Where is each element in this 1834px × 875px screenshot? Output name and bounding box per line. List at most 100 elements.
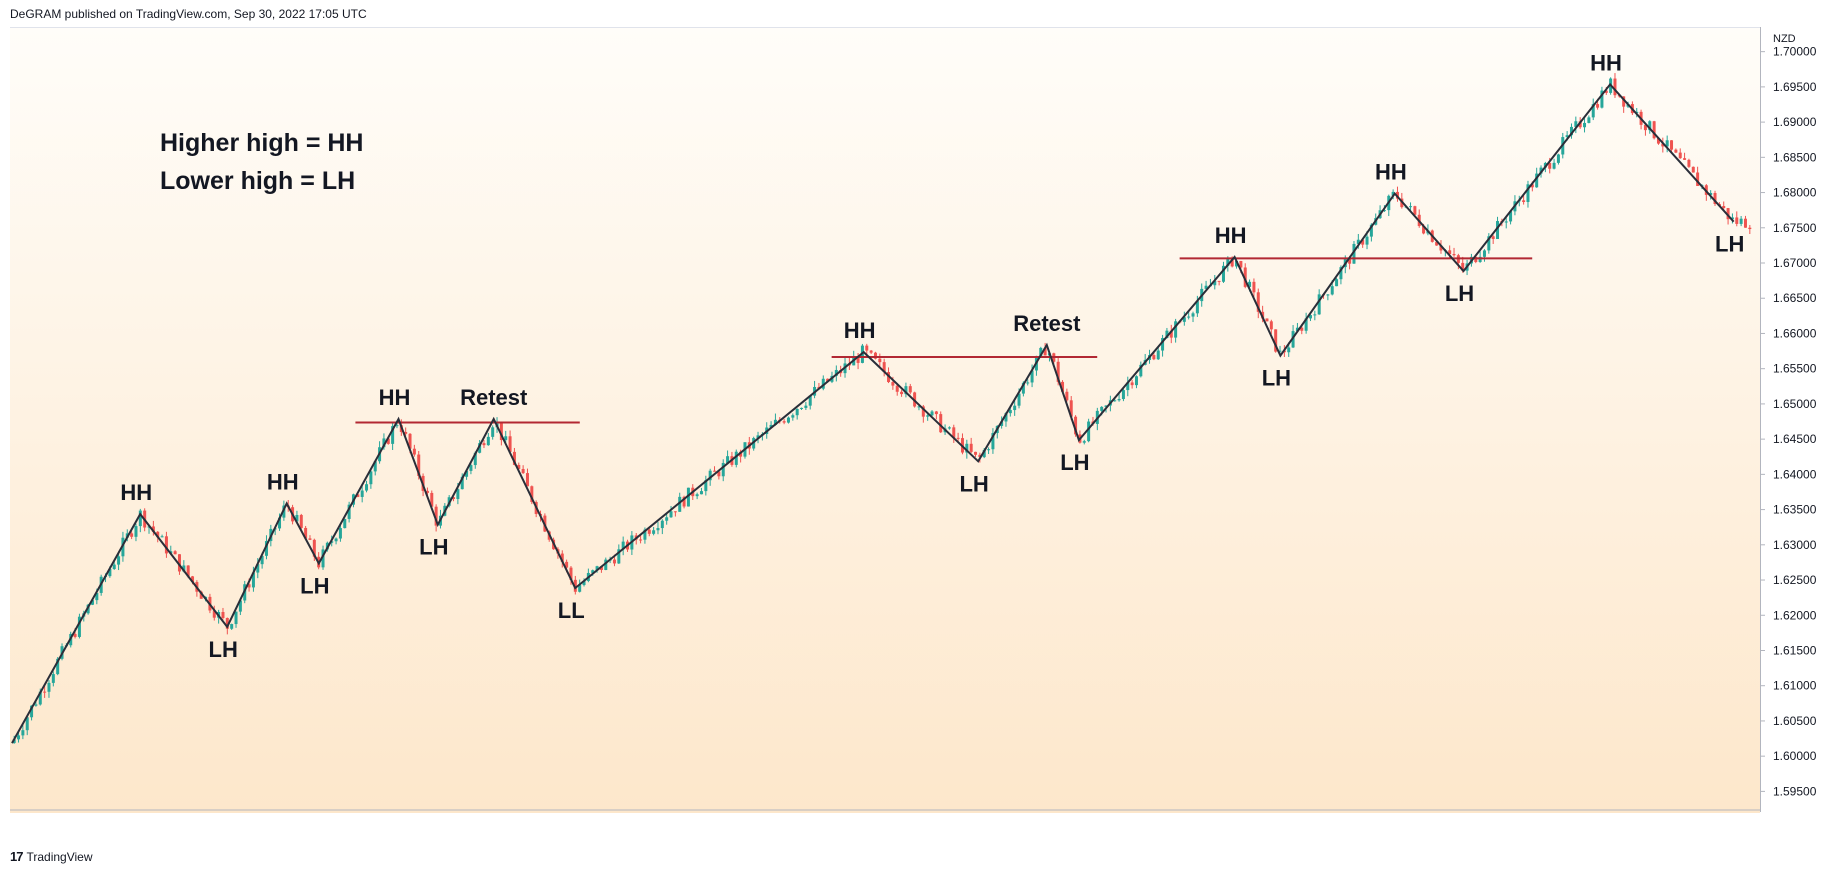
candle xyxy=(221,607,225,620)
candle xyxy=(164,531,168,558)
candle xyxy=(1087,418,1091,443)
candle xyxy=(878,353,882,368)
candle xyxy=(312,538,316,561)
candle xyxy=(77,613,81,639)
candle-body xyxy=(1104,405,1108,407)
candle-body xyxy=(347,504,351,519)
swing-label-lh: LH xyxy=(959,471,988,496)
swing-label-lh: LH xyxy=(209,637,238,662)
candle-body xyxy=(386,438,390,444)
price-tick-label: 1.68000 xyxy=(1773,186,1817,200)
candle xyxy=(1613,73,1617,98)
candle xyxy=(1522,195,1526,205)
candle-body xyxy=(952,427,956,438)
candle xyxy=(1600,86,1604,109)
price-tick-label: 1.67000 xyxy=(1773,256,1817,270)
candle-body xyxy=(1569,126,1573,136)
chart-area[interactable]: HH LH HH LH HH LH Retest LL HH LH Retest LH HH LH HH LH… xyxy=(10,27,1760,831)
candle xyxy=(343,518,347,529)
candle-body xyxy=(478,443,482,453)
candle-body xyxy=(565,561,569,568)
candle-body xyxy=(1674,149,1678,153)
candle xyxy=(900,389,904,397)
candle-body xyxy=(739,451,743,457)
candle-body xyxy=(926,415,930,417)
candle-body xyxy=(1217,280,1221,282)
candle-body xyxy=(904,386,908,395)
candle-body xyxy=(469,465,473,471)
candle-body xyxy=(1248,281,1252,287)
candle-body xyxy=(225,617,229,629)
candle-body xyxy=(982,449,986,458)
candle xyxy=(1409,202,1413,212)
candle-body xyxy=(1213,280,1217,286)
candle xyxy=(786,416,790,424)
candle-body xyxy=(151,526,155,532)
candle xyxy=(669,505,673,518)
candle xyxy=(1661,137,1665,153)
candle-body xyxy=(1113,400,1117,402)
candle-body xyxy=(1678,152,1682,159)
candle-body xyxy=(617,549,621,564)
candle-body xyxy=(90,600,94,605)
candle-body xyxy=(108,569,112,577)
candle-body xyxy=(1100,406,1104,411)
candle-body xyxy=(734,451,738,465)
candle xyxy=(412,444,416,457)
candle-body xyxy=(1352,243,1356,264)
candle xyxy=(482,440,486,449)
candle-body xyxy=(230,624,234,629)
candle-body xyxy=(1365,236,1369,245)
candle-body xyxy=(1683,158,1687,160)
candle xyxy=(1269,319,1273,335)
price-axis-panel[interactable]: NZD 1.59500 1.60000 1.60500 1.61000 1.61500 1.… xyxy=(1760,27,1834,812)
candle-body xyxy=(1117,399,1121,401)
candle-body xyxy=(343,518,347,529)
price-tick-label: 1.59500 xyxy=(1773,784,1817,798)
candle-body xyxy=(221,612,225,618)
candle xyxy=(486,432,490,446)
candle xyxy=(987,447,991,454)
candle xyxy=(804,401,808,411)
candle xyxy=(1591,98,1595,121)
candle xyxy=(882,358,886,377)
candle-body xyxy=(1482,250,1486,257)
swing-label-hh: HH xyxy=(1375,160,1407,185)
candle xyxy=(160,534,164,538)
candle-body xyxy=(1478,256,1482,263)
candle-body xyxy=(530,486,534,503)
candle-body xyxy=(517,464,521,469)
candle xyxy=(1026,379,1030,386)
zigzag-line[interactable] xyxy=(11,82,1735,744)
candle-body xyxy=(278,517,282,529)
candle-body xyxy=(665,517,669,521)
candle-body xyxy=(1730,217,1734,220)
candle-body xyxy=(895,385,899,392)
candle-body xyxy=(1461,262,1465,271)
swing-label-lh: LH xyxy=(300,573,329,598)
candle-body xyxy=(251,572,255,588)
price-tick-label: 1.62000 xyxy=(1773,608,1817,622)
price-chart[interactable]: HH LH HH LH HH LH Retest LL HH LH Retest LH HH LH HH LH… xyxy=(10,28,1760,831)
price-tick-label: 1.64000 xyxy=(1773,467,1817,481)
candle xyxy=(1191,311,1195,323)
candle xyxy=(1674,148,1678,154)
candle-body xyxy=(873,352,877,359)
candle-body xyxy=(1130,382,1134,386)
candle xyxy=(1082,439,1086,445)
candle xyxy=(1187,311,1191,320)
candle xyxy=(969,437,973,454)
candle-body xyxy=(1722,206,1726,209)
candle-body xyxy=(604,559,608,570)
candle-body xyxy=(991,433,995,450)
candle-body xyxy=(117,556,121,565)
footer-brand: TradingView xyxy=(26,849,93,864)
candle xyxy=(934,410,938,420)
swing-label-retest: Retest xyxy=(460,385,528,410)
candle xyxy=(695,492,699,500)
swing-label-hh: HH xyxy=(120,480,152,505)
candle xyxy=(560,550,564,568)
candle xyxy=(47,680,51,698)
candle-body xyxy=(1252,281,1256,293)
candle-body xyxy=(1604,90,1608,93)
